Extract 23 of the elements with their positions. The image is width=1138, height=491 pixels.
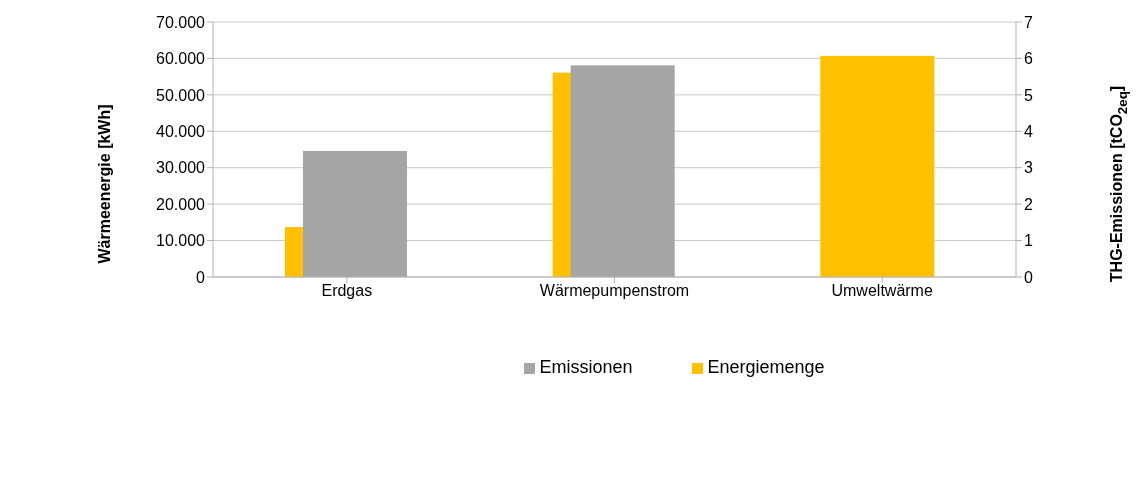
y2-tick-label: 6 <box>1024 50 1033 68</box>
y2-tick-label: 4 <box>1024 122 1033 140</box>
y2-tick-label: 1 <box>1024 232 1033 250</box>
x-tick-label: Umweltwärme <box>831 282 933 300</box>
x-tick-label: Erdgas <box>321 282 373 300</box>
y2-tick-label: 7 <box>1024 13 1033 31</box>
legend-label: Energiemenge <box>707 357 825 377</box>
y-tick-label: 0 <box>196 268 206 286</box>
y2-tick-label: 3 <box>1024 159 1033 177</box>
y2-tick-label: 2 <box>1024 195 1033 213</box>
y-tick-label: 20.000 <box>156 195 206 213</box>
y-axis-title: Wärmeenergie [kWh] <box>96 104 114 264</box>
y-tick-label: 40.000 <box>156 122 206 140</box>
y2-tick-label: 5 <box>1024 86 1033 104</box>
y2-tick-label: 0 <box>1024 268 1033 286</box>
x-tick-label: Wärmepumpenstrom <box>539 282 690 300</box>
y-tick-label: 10.000 <box>156 232 206 250</box>
y-tick-label: 50.000 <box>156 86 206 104</box>
legend-label: Emissionen <box>539 357 633 377</box>
y-tick-label: 70.000 <box>156 13 206 31</box>
bar <box>820 55 935 277</box>
y-tick-label: 60.000 <box>156 50 206 68</box>
y-tick-label: 30.000 <box>156 159 206 177</box>
